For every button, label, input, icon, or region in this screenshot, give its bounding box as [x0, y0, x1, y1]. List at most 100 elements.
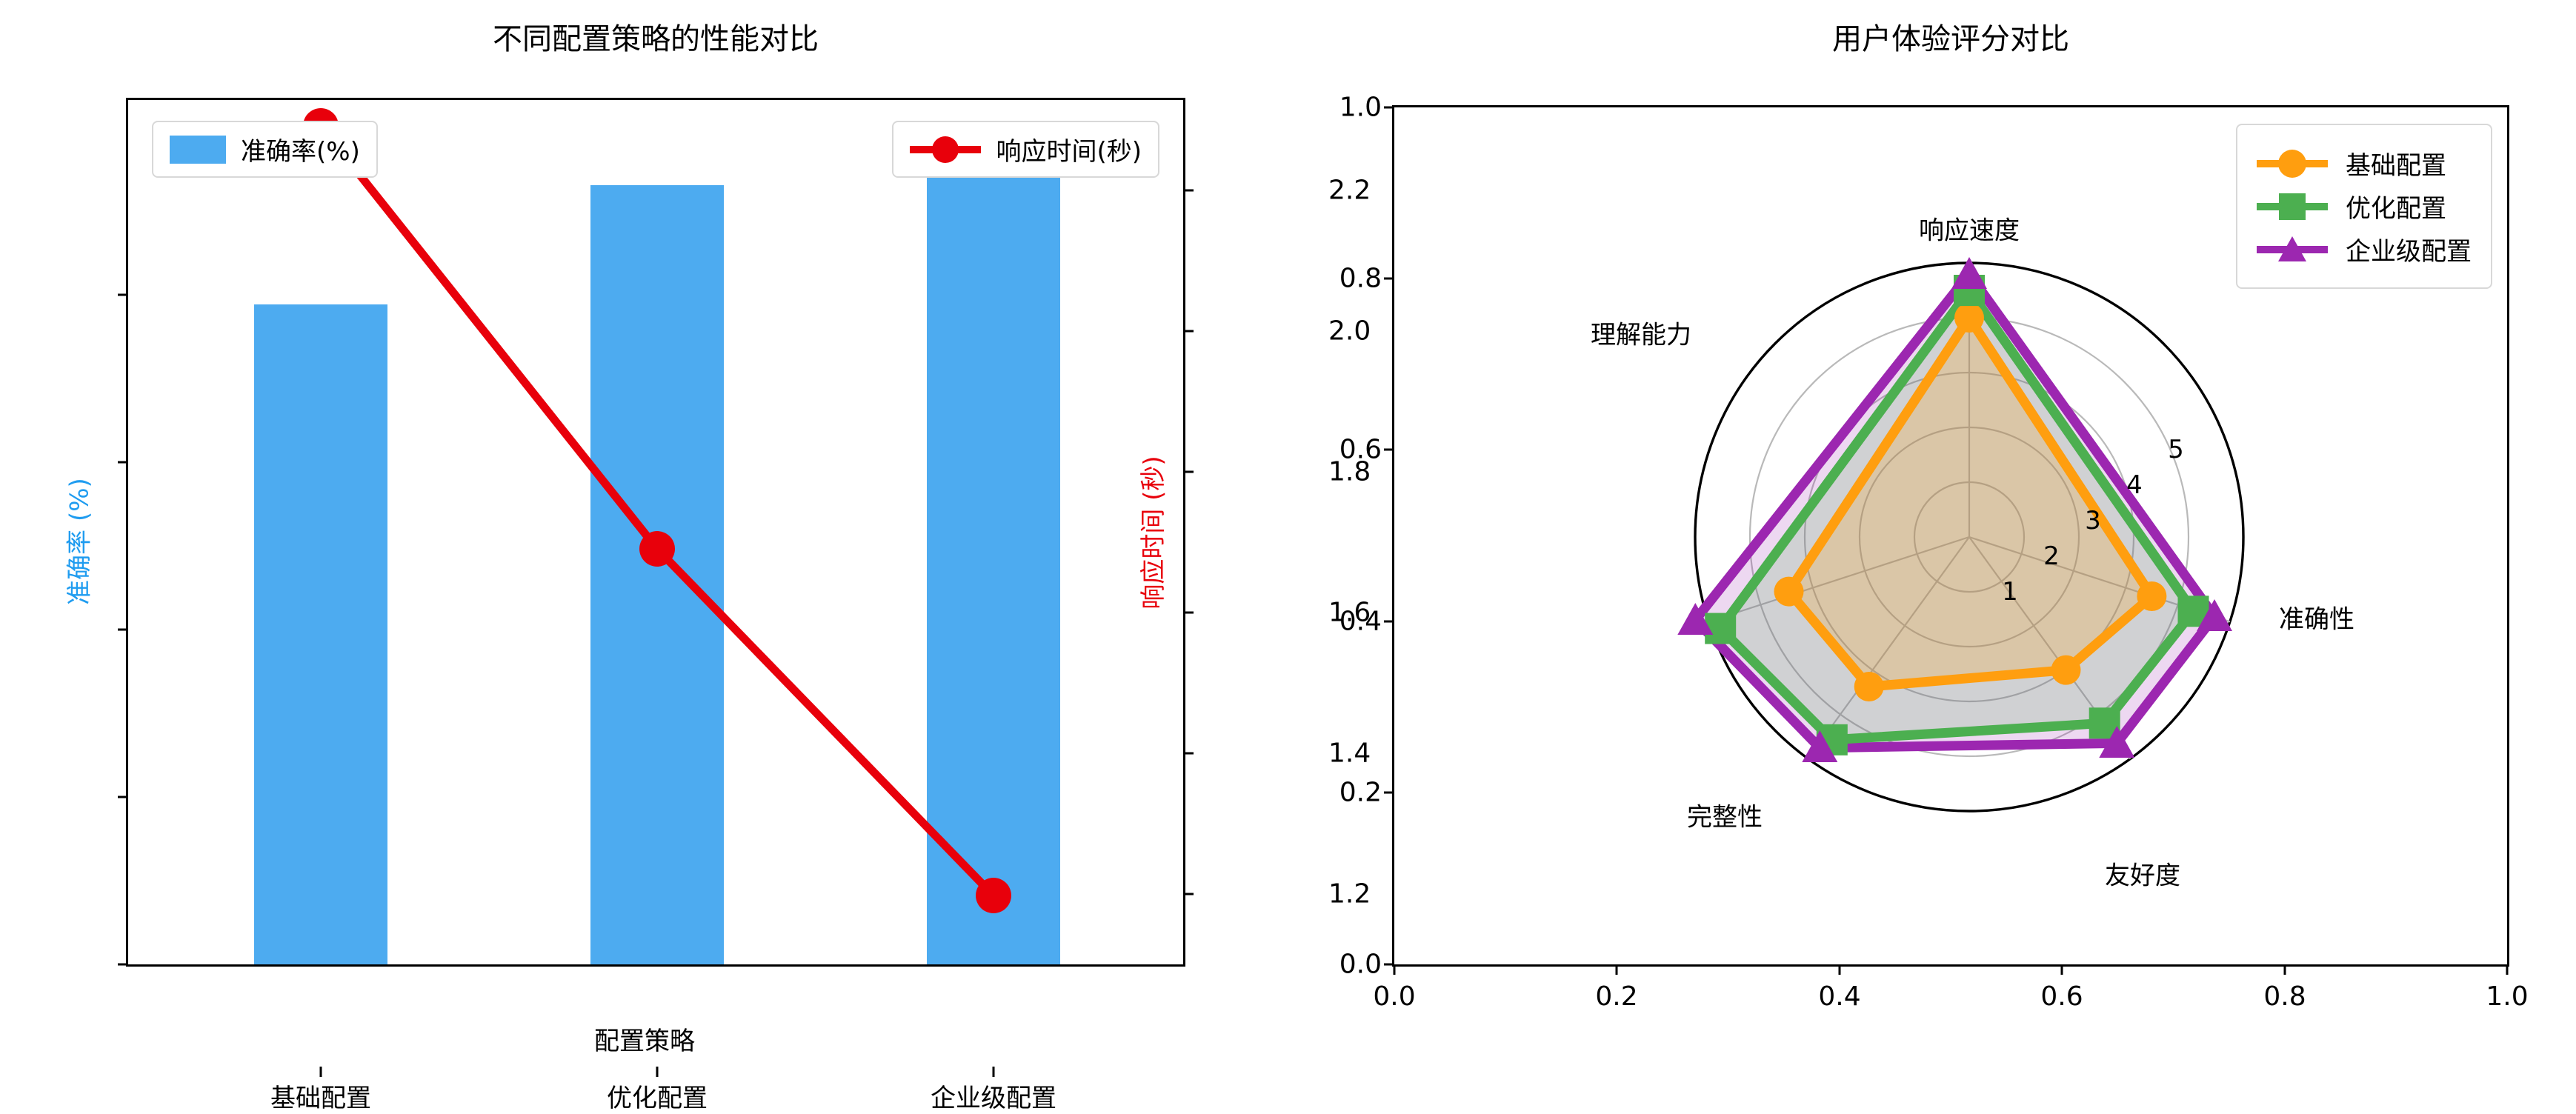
right-xtick-mark-1p0 [2506, 964, 2509, 975]
right-ytick-mark-1p8 [1183, 470, 1194, 473]
right-xtick-label-0p4: 0.4 [1818, 981, 1861, 1012]
right-xtick-label-1p0: 1.0 [2486, 981, 2529, 1012]
response-time-polyline [316, 121, 998, 900]
radar-rtick-label-1: 1 [2002, 577, 2018, 607]
right-chart-title: 用户体验评分对比 [1832, 22, 2069, 56]
right-ytick-label-2p2: 2.2 [1328, 175, 1371, 206]
right-ytick-mark-1p4 [1183, 752, 1194, 755]
radar-axis-label-accuracy: 准确性 [2279, 604, 2354, 635]
right-ytick-mark-1p2 [1183, 893, 1194, 895]
left-chart-title: 不同配置策略的性能对比 [493, 22, 819, 56]
legend-label-accuracy: 准确率(%) [241, 137, 360, 167]
right-ytick-label-0p0: 0.0 [1339, 949, 1382, 980]
bar-enterprise [927, 121, 1060, 964]
legend-label-response-time: 响应时间(秒) [996, 137, 1142, 167]
left-xtick-label-basic: 基础配置 [270, 1084, 371, 1113]
left-xtick-label-enterprise: 企业级配置 [931, 1084, 1056, 1113]
marker-basic-1 [2137, 581, 2167, 611]
right-ytick-label-1p0: 1.0 [1339, 92, 1382, 123]
marker-enterprise-3 [1802, 730, 1838, 762]
left-y-axis-label: 准确率 (%) [64, 477, 95, 605]
marker-enterprise-0 [1951, 257, 1987, 289]
bar-optimized [590, 185, 724, 964]
left-ytick-mark-40 [118, 628, 128, 631]
radar-rtick-label-5: 5 [2168, 435, 2184, 464]
left-axes: 0 20 40 60 80 1.2 1.4 1.6 1.8 2.0 2.2 响应… [118, 98, 1371, 1113]
right-xtick-mark-0p4 [1838, 964, 1841, 975]
marker-basic-0 [1954, 303, 1984, 333]
right-ytick-mark-0p8 [1384, 277, 1394, 280]
legend-entry-basic[interactable]: 基础配置 [2257, 145, 2472, 181]
legend-entry-optimized[interactable]: 优化配置 [2257, 188, 2472, 224]
legend-entry-enterprise[interactable]: 企业级配置 [2257, 231, 2472, 267]
radar-series-optimized [1715, 285, 2198, 745]
right-ytick-label-0p8: 0.8 [1339, 263, 1382, 294]
response-time-point-2 [976, 878, 1011, 913]
radar-rtick-label-4: 4 [2126, 470, 2143, 500]
response-time-line-series [303, 108, 1011, 913]
circle-marker-icon [2257, 149, 2328, 178]
right-xtick-mark-0p0 [1393, 964, 1396, 975]
radar-rtick-label-2: 2 [2043, 541, 2060, 571]
left-xtick-label-optimized: 优化配置 [607, 1084, 708, 1113]
right-ytick-mark-1p6 [1183, 611, 1194, 614]
bar-basic [254, 304, 387, 964]
radar-rtick-label-3: 3 [2085, 506, 2101, 536]
square-marker-icon [2257, 193, 2328, 220]
right-ytick-label-1p6: 1.6 [1328, 597, 1371, 628]
left-xtick-mark-0 [319, 1067, 322, 1077]
right-xtick-mark-0p2 [1615, 964, 1618, 975]
marker-enterprise-2 [2099, 726, 2135, 758]
radar-spoke-4 [1708, 536, 1970, 623]
left-ytick-mark-0 [118, 963, 128, 966]
right-ytick-label-1p4: 1.4 [1328, 738, 1371, 769]
legend-accuracy[interactable]: 准确率(%) [152, 121, 378, 178]
right-xtick-label-0p0: 0.0 [1373, 981, 1416, 1012]
panel-performance-comparison: 不同配置策略的性能对比 准确率 (%) 配置策略 0 20 40 [0, 0, 1371, 1113]
radar-axis-label-comprehension: 理解能力 [1591, 320, 1691, 350]
marker-enterprise-4 [1677, 603, 1714, 635]
right-ytick-mark-0p4 [1384, 620, 1394, 623]
right-xtick-mark-0p6 [2060, 964, 2063, 975]
right-xtick-label-0p8: 0.8 [2263, 981, 2306, 1012]
right-xtick-label-0p2: 0.2 [1595, 981, 1638, 1012]
marker-optimized-4 [1705, 613, 1737, 644]
right-ytick-label-1p8: 1.8 [1328, 456, 1371, 487]
left-chart-secondary-y-label: 响应时间 (秒) [1138, 455, 1168, 610]
right-ytick-mark-0p6 [1384, 448, 1394, 451]
right-ytick-label-0p2: 0.2 [1339, 777, 1382, 808]
response-time-point-1 [639, 531, 675, 567]
marker-basic-4 [1774, 576, 1804, 607]
right-ytick-label-0p4: 0.4 [1339, 606, 1382, 637]
right-ytick-mark-2p0 [1183, 330, 1194, 333]
right-ytick-mark-1p0 [1384, 106, 1394, 109]
legend-radar[interactable]: 基础配置 优化配置 企业级配置 [2236, 124, 2492, 289]
bar-swatch-icon [170, 135, 226, 164]
panel-user-experience-radar: 用户体验评分对比 [1289, 0, 2576, 1082]
radar-axis-label-friendliness: 友好度 [2105, 861, 2180, 891]
right-ytick-mark-0p0 [1384, 963, 1394, 966]
legend-label-optimized: 优化配置 [2346, 194, 2446, 224]
right-ytick-label-1p2: 1.2 [1328, 878, 1371, 910]
legend-label-basic: 基础配置 [2346, 151, 2446, 181]
marker-enterprise-1 [2197, 599, 2232, 631]
right-xtick-label-0p6: 0.6 [2040, 981, 2083, 1012]
marker-basic-3 [1854, 672, 1884, 701]
line-marker-icon [910, 136, 982, 163]
radar-axis-label-completeness: 完整性 [1687, 802, 1763, 833]
right-ytick-label-2p0: 2.0 [1328, 316, 1371, 347]
legend-entry-response-time: 响应时间(秒) [910, 131, 1142, 167]
left-x-axis-label: 配置策略 [594, 1027, 695, 1056]
left-xtick-mark-1 [656, 1067, 659, 1077]
legend-response-time[interactable]: 响应时间(秒) [892, 121, 1159, 178]
radar-series-basic [1784, 313, 2157, 692]
right-xtick-mark-0p8 [2283, 964, 2286, 975]
legend-entry-accuracy: 准确率(%) [170, 131, 360, 167]
radar-axis-label-response-speed: 响应速度 [1919, 216, 2020, 246]
left-ytick-mark-60 [118, 461, 128, 464]
right-axes: 响应速度 准确性 友好度 完整性 理解能力 1 2 3 4 5 1.0 0.8 … [1339, 93, 2529, 1013]
radar-plot [1677, 257, 2245, 813]
right-ytick-mark-0p2 [1384, 791, 1394, 794]
left-ytick-mark-20 [118, 796, 128, 798]
